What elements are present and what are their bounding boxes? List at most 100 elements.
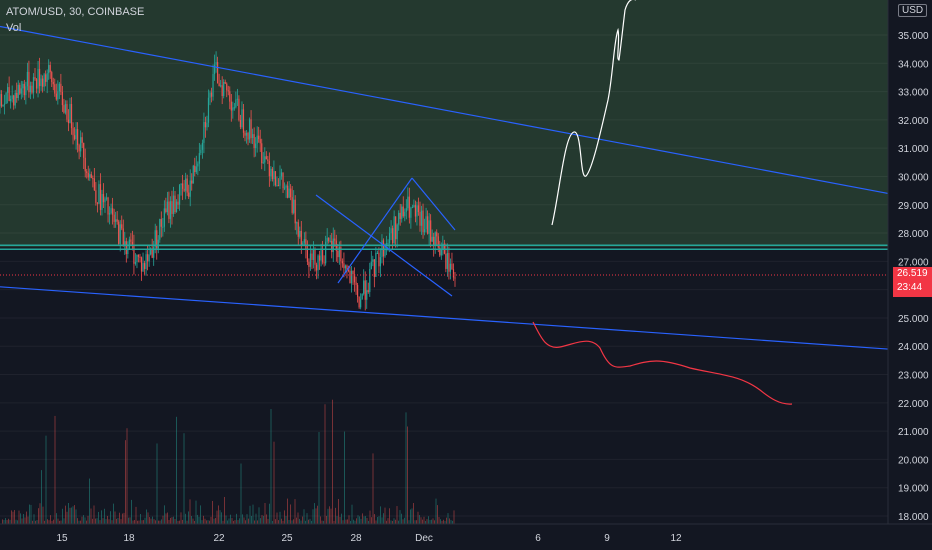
volume-bar <box>156 443 158 524</box>
green-zone <box>0 0 888 248</box>
volume-bar <box>164 505 165 524</box>
symbol-title[interactable]: ATOM/USD, 30, COINBASE <box>6 6 145 18</box>
volume-bar <box>143 520 144 524</box>
candle-body <box>175 201 178 213</box>
candle-body <box>51 72 53 83</box>
volume-bar <box>263 515 264 524</box>
candle-body <box>271 168 273 180</box>
candle-body <box>168 201 170 219</box>
candle-body <box>128 239 130 249</box>
volume-bar <box>426 519 428 524</box>
volume-bar <box>354 520 356 524</box>
volume-bar <box>444 520 446 524</box>
volume-bar <box>137 520 138 524</box>
volume-bar <box>233 520 234 524</box>
candle-body <box>236 98 238 100</box>
volume-bar <box>33 514 35 524</box>
candle-body <box>67 119 70 124</box>
volume-bar <box>260 518 261 524</box>
volume-bar <box>215 518 216 524</box>
candle-body <box>276 185 278 187</box>
candle-body <box>34 77 36 80</box>
volume-bar <box>431 519 432 524</box>
volume-bar <box>284 510 285 524</box>
volume-bar <box>368 520 369 524</box>
candle-body <box>325 241 327 264</box>
candle-body <box>139 256 141 258</box>
volume-bar <box>204 518 206 524</box>
volume-bar <box>407 426 408 524</box>
candle-body <box>297 222 299 237</box>
candle-body <box>49 65 51 73</box>
candle-body <box>5 92 7 104</box>
volume-bar <box>351 504 353 524</box>
candle-body <box>0 94 1 106</box>
candle-body <box>245 132 248 136</box>
candle-body <box>413 205 415 208</box>
candle-body <box>89 174 91 178</box>
volume-bar <box>392 520 393 524</box>
candle-body <box>52 82 54 85</box>
last-price-badge: 26.519 23:44 <box>893 267 932 297</box>
candle-body <box>244 132 246 136</box>
volume-bar <box>95 518 96 524</box>
volume-bar <box>230 514 231 524</box>
volume-bar <box>345 519 347 524</box>
volume-bar <box>12 511 14 524</box>
volume-bar <box>59 520 60 524</box>
candle-body <box>328 237 330 242</box>
candle-body <box>115 219 117 222</box>
volume-bar <box>176 416 177 524</box>
volume-bar <box>374 514 375 524</box>
volume-bar <box>254 520 255 524</box>
candle-body <box>198 153 200 164</box>
candle-body <box>156 230 158 249</box>
candle-body <box>48 65 50 74</box>
candle-body <box>267 159 269 162</box>
candle-body <box>302 242 304 245</box>
candle-body <box>390 228 392 234</box>
volume-bar <box>225 515 227 524</box>
candle-body <box>197 163 199 167</box>
volume-bar <box>68 502 69 524</box>
candle-body <box>54 84 56 94</box>
candle-body <box>326 237 328 242</box>
volume-bar <box>54 415 56 524</box>
volume-bar <box>239 518 240 524</box>
volume-bar <box>159 520 161 524</box>
volume-bar <box>273 441 275 524</box>
pattern-drawing-line <box>411 177 456 231</box>
candle-body <box>207 97 210 123</box>
candle-body <box>118 221 120 244</box>
volume-bar <box>264 502 266 524</box>
volume-bar <box>261 515 263 524</box>
volume-bar <box>86 520 87 524</box>
candle-body <box>317 255 319 271</box>
candle-body <box>369 269 371 292</box>
volume-bar <box>113 503 114 524</box>
volume-bar <box>42 506 44 524</box>
volume-bar <box>206 520 207 524</box>
currency-label[interactable]: USD <box>898 4 928 17</box>
volume-bar <box>317 505 318 524</box>
volume-bar <box>350 520 351 524</box>
candle-body <box>110 208 112 214</box>
candle-body <box>80 137 82 152</box>
volume-bar <box>62 508 63 524</box>
volume-bar <box>342 520 344 524</box>
volume-bar <box>425 520 426 524</box>
volume-bar <box>453 510 455 524</box>
candle-body <box>200 149 202 154</box>
candle-body <box>296 222 298 224</box>
volume-bar <box>155 520 156 524</box>
candle-body <box>314 249 316 265</box>
volume-indicator-label[interactable]: Vol <box>6 22 22 34</box>
volume-bar <box>326 515 327 524</box>
candle-body <box>64 104 67 113</box>
volume-bar <box>369 510 371 524</box>
volume-bar <box>144 517 146 524</box>
volume-bar <box>281 518 282 524</box>
volume-bar <box>266 514 267 524</box>
volume-bar <box>80 520 81 524</box>
